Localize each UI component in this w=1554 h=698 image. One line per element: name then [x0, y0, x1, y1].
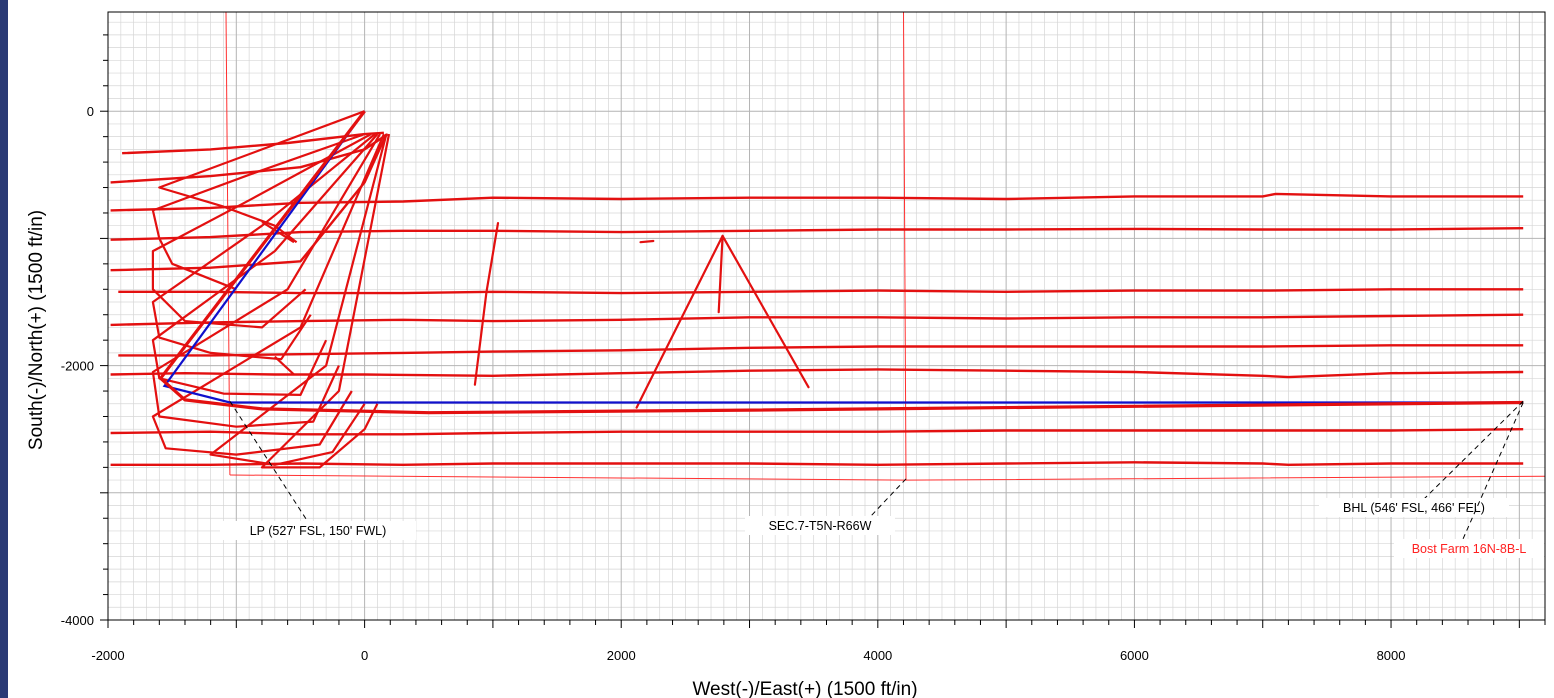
tick-labels: -2000 0 2000 4000 6000 8000 0 -2000 -4000 [61, 104, 1406, 663]
x-tick-label: 4000 [863, 648, 892, 663]
build-7 [151, 133, 385, 456]
y-tick-label: -2000 [61, 359, 94, 374]
x-axis-title: West(-)/East(+) (1500 ft/in) [692, 679, 917, 698]
label-background [1319, 498, 1509, 517]
lateral-7 [110, 313, 1524, 327]
lease-south-line [229, 474, 1546, 481]
axes [100, 11, 1546, 628]
annotation-label: Bost Farm 16N-8B-L [1412, 542, 1527, 556]
target-well-path [159, 110, 1524, 415]
label-background [220, 521, 416, 540]
pilot-4 [635, 234, 810, 409]
leader-line [869, 478, 907, 518]
major-grid [107, 12, 1545, 621]
leader-line [1462, 402, 1524, 540]
x-tick-label: 8000 [1377, 648, 1406, 663]
lateral-5 [110, 133, 388, 272]
leader-line [1423, 400, 1524, 500]
build-11 [261, 220, 295, 244]
x-tick-label: 6000 [1120, 648, 1149, 663]
lateral-10 [110, 428, 1524, 436]
build-4 [151, 133, 376, 361]
leader-line [229, 400, 309, 523]
window-edge [0, 0, 8, 698]
x-tick-label: -2000 [91, 648, 124, 663]
plan-path [162, 110, 1524, 404]
label-background [745, 516, 895, 535]
x-tick-label: 2000 [607, 648, 636, 663]
y-tick-label: -4000 [61, 613, 94, 628]
annotation-label: SEC.7-T5N-R66W [769, 519, 872, 533]
build-10 [274, 355, 295, 376]
lateral-11 [110, 461, 1524, 466]
build-6 [151, 133, 381, 428]
label-background [1394, 539, 1544, 558]
y-axis-title: South(-)/North(+) (1500 ft/in) [26, 210, 47, 450]
build-3 [151, 133, 372, 329]
x-tick-label: 0 [361, 648, 368, 663]
y-tick-label: 0 [87, 104, 94, 119]
build-9 [260, 133, 391, 469]
lateral-9 [110, 368, 1524, 379]
annotation-label: BHL (546' FSL, 466' FEL) [1343, 501, 1485, 515]
lateral-1 [122, 131, 384, 155]
build-8 [209, 133, 388, 466]
lateral-4 [110, 227, 1524, 241]
pilot-1 [473, 222, 500, 386]
lateral-6 [118, 288, 1524, 295]
lease-west-line [225, 11, 231, 476]
annotations: LP (527' FSL, 150' FWL) SEC.7-T5N-R66W BHL… [220, 400, 1544, 558]
pilot-2 [639, 239, 655, 244]
annotation-label: LP (527' FSL, 150' FWL) [250, 524, 387, 538]
well-paths [110, 110, 1524, 469]
build-2 [151, 133, 365, 291]
pilot-3 [717, 234, 724, 314]
lateral-8 [118, 344, 1524, 357]
lateral-2 [110, 133, 389, 184]
